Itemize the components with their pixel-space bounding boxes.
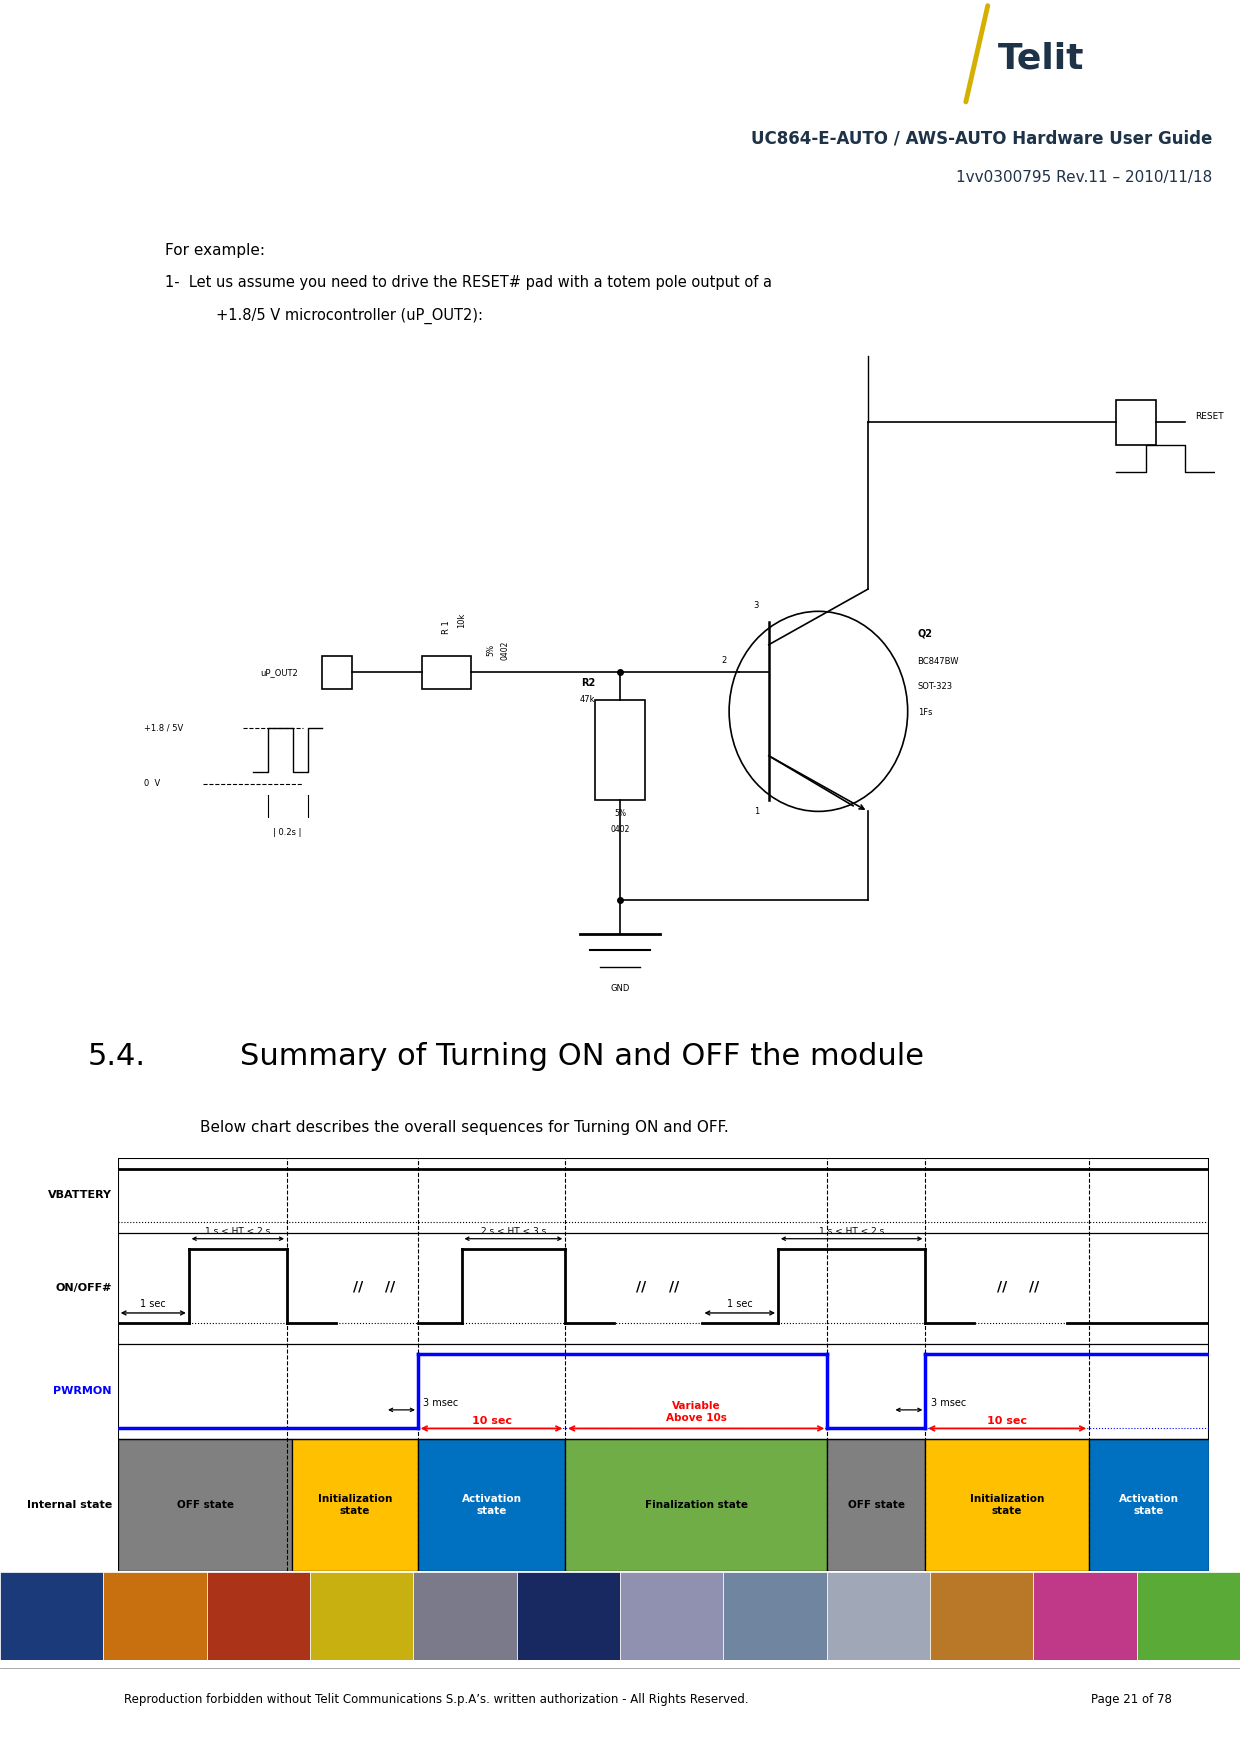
Bar <box>1116 400 1156 444</box>
Text: 10k: 10k <box>456 612 466 628</box>
Text: 5%: 5% <box>614 809 626 818</box>
Text: Telit: Telit <box>998 42 1084 75</box>
Text: VBATTERY: VBATTERY <box>48 1190 112 1200</box>
Text: BC847BW: BC847BW <box>918 656 959 665</box>
Text: uP_OUT2: uP_OUT2 <box>260 669 298 677</box>
Text: Internal state: Internal state <box>27 1501 112 1509</box>
Bar <box>595 700 645 800</box>
Text: UC864-E-AUTO / AWS-AUTO Hardware User Guide: UC864-E-AUTO / AWS-AUTO Hardware User Gu… <box>751 130 1213 147</box>
Text: R2: R2 <box>582 677 595 688</box>
Bar <box>1137 1572 1240 1660</box>
Text: //: // <box>386 1279 396 1293</box>
Text: Activation
state: Activation state <box>461 1494 522 1516</box>
Text: wireless: wireless <box>1145 26 1200 40</box>
Bar <box>1033 1572 1137 1660</box>
Text: Finalization state: Finalization state <box>645 1501 748 1509</box>
Bar <box>827 1439 925 1571</box>
Text: OFF state: OFF state <box>848 1501 905 1509</box>
Bar <box>1089 1439 1209 1571</box>
Text: 1: 1 <box>754 807 759 816</box>
Text: 10 sec: 10 sec <box>471 1416 512 1427</box>
Text: | 0.2s |: | 0.2s | <box>274 828 301 837</box>
Text: +1.8 / 5V: +1.8 / 5V <box>144 723 184 732</box>
Text: Summary of Turning ON and OFF the module: Summary of Turning ON and OFF the module <box>241 1042 924 1071</box>
Text: 1 sec: 1 sec <box>727 1299 753 1309</box>
Bar <box>925 1439 1089 1571</box>
Text: RESET: RESET <box>1195 412 1224 421</box>
Text: Reproduction forbidden without Telit Communications S.p.A’s. written authorizati: Reproduction forbidden without Telit Com… <box>124 1694 749 1706</box>
Text: 10 sec: 10 sec <box>987 1416 1027 1427</box>
Text: //: // <box>636 1279 647 1293</box>
Bar <box>620 1572 723 1660</box>
Bar <box>293 1439 418 1571</box>
Text: For example:: For example: <box>165 242 265 258</box>
Text: 1-  Let us assume you need to drive the RESET# pad with a totem pole output of a: 1- Let us assume you need to drive the R… <box>165 276 773 290</box>
Bar <box>418 1439 565 1571</box>
Text: Q2: Q2 <box>918 628 932 639</box>
Text: ON/OFF#: ON/OFF# <box>56 1283 112 1293</box>
Text: Page 21 of 78: Page 21 of 78 <box>1091 1694 1172 1706</box>
Text: 1Fs: 1Fs <box>918 707 932 718</box>
Bar <box>930 1572 1033 1660</box>
Text: 3: 3 <box>754 602 759 611</box>
Text: 2 s < HT < 3 s: 2 s < HT < 3 s <box>481 1227 546 1236</box>
Bar <box>565 1439 827 1571</box>
Text: Below chart describes the overall sequences for Turning ON and OFF.: Below chart describes the overall sequen… <box>200 1120 729 1135</box>
Bar <box>422 656 471 690</box>
Text: //: // <box>997 1279 1007 1293</box>
Text: SOT-323: SOT-323 <box>918 683 952 691</box>
Bar <box>0 1572 103 1660</box>
Bar <box>413 1572 517 1660</box>
Bar <box>207 1572 310 1660</box>
Text: +1.8/5 V microcontroller (uP_OUT2):: +1.8/5 V microcontroller (uP_OUT2): <box>193 307 484 325</box>
Text: Activation
state: Activation state <box>1118 1494 1179 1516</box>
Text: 2: 2 <box>722 656 727 665</box>
Text: Initialization
state: Initialization state <box>970 1494 1044 1516</box>
Text: Variable
Above 10s: Variable Above 10s <box>666 1402 727 1423</box>
Bar <box>827 1572 930 1660</box>
Text: GND: GND <box>610 983 630 993</box>
Bar <box>118 1439 293 1571</box>
Text: R 1: R 1 <box>441 620 451 634</box>
Text: OFF state: OFF state <box>176 1501 233 1509</box>
Bar <box>322 656 352 690</box>
Text: //: // <box>352 1279 363 1293</box>
Text: 0402: 0402 <box>610 825 630 834</box>
Text: 3 msec: 3 msec <box>423 1397 459 1408</box>
Text: 1vv0300795 Rev.11 – 2010/11/18: 1vv0300795 Rev.11 – 2010/11/18 <box>956 170 1213 184</box>
Text: 0402: 0402 <box>501 641 510 660</box>
Bar <box>723 1572 827 1660</box>
Text: solutions: solutions <box>1145 72 1207 86</box>
Text: 3 msec: 3 msec <box>931 1397 966 1408</box>
Text: 1 s < HT < 2 s: 1 s < HT < 2 s <box>818 1227 884 1236</box>
Text: 0  V: 0 V <box>144 779 160 788</box>
Text: Initialization
state: Initialization state <box>317 1494 392 1516</box>
Bar <box>517 1572 620 1660</box>
Text: 47k: 47k <box>580 695 595 704</box>
Bar <box>310 1572 413 1660</box>
Text: 1 s < HT < 2 s: 1 s < HT < 2 s <box>205 1227 270 1236</box>
Bar <box>103 1572 207 1660</box>
Text: 1 sec: 1 sec <box>140 1299 166 1309</box>
Text: //: // <box>1029 1279 1039 1293</box>
Text: 5.4.: 5.4. <box>88 1042 146 1071</box>
Text: PWRMON: PWRMON <box>53 1386 112 1397</box>
Text: //: // <box>670 1279 680 1293</box>
Text: 5%: 5% <box>486 644 495 656</box>
